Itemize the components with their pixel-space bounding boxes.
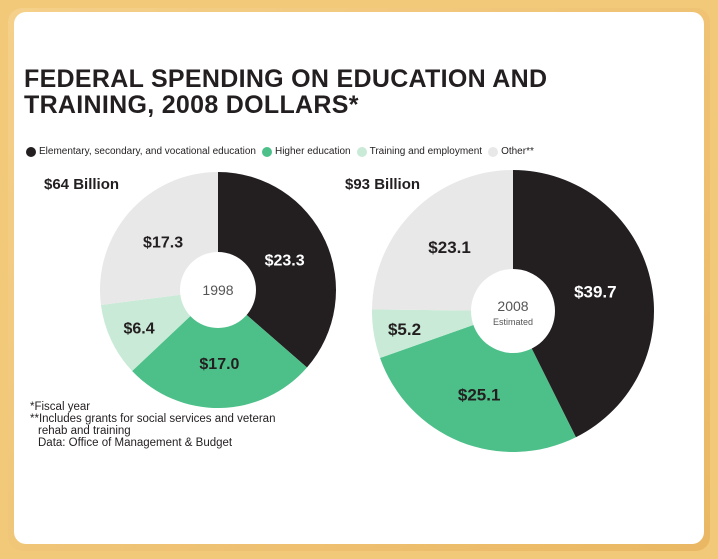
- pie-1998-label-other: $17.3: [143, 235, 183, 252]
- pie-1998-label-training-and: $6.4: [123, 320, 154, 337]
- legend-item-other: Other**: [488, 146, 534, 157]
- pie-1998-center-label: 1998: [202, 282, 233, 298]
- pie-2008-center-label: 2008: [497, 298, 528, 314]
- footnote-fiscal-year: *Fiscal year: [30, 401, 91, 413]
- chart-title: FEDERAL SPENDING ON EDUCATION AND TRAINI…: [24, 65, 548, 119]
- pie-1998-label-elementary-secondary: $23.3: [265, 253, 305, 270]
- pie-2008-label-other: $23.1: [428, 238, 471, 257]
- legend-swatch-elementary: [26, 146, 36, 157]
- legend-swatch-training: [356, 146, 367, 157]
- legend-label-training: Training and employment: [369, 146, 483, 157]
- pie-1998-slice-elementary-secondary: [218, 172, 336, 368]
- pie-2008-slice-other: [372, 170, 513, 311]
- legend-label-elementary: Elementary, secondary, and vocational ed…: [39, 146, 256, 157]
- pie-2008-total: $93 Billion: [345, 176, 421, 193]
- legend-swatch-other: [488, 146, 499, 157]
- footnote-other: **Includes grants for social services an…: [30, 413, 276, 425]
- legend-item-elementary: Elementary, secondary, and vocational ed…: [26, 146, 256, 157]
- pie-1998-slice-higher-education: [132, 290, 307, 408]
- chart-legend: Elementary, secondary, and vocational ed…: [26, 146, 540, 157]
- pie-2008-center-sublabel: Estimated: [493, 317, 533, 327]
- pie-1998-label-higher-education: $17.0: [199, 356, 239, 373]
- pie-1998-total: $64 Billion: [44, 176, 120, 193]
- pie-2008-slice-elementary-secondary: [513, 170, 654, 438]
- footnotes: *Fiscal year **Includes grants for socia…: [30, 401, 275, 449]
- footnote-other-cont: rehab and training: [38, 425, 131, 437]
- footnote-source: Data: Office of Management & Budget: [38, 437, 233, 449]
- pie-2008-label-elementary-secondary: $39.7: [574, 283, 617, 302]
- legend-swatch-higher-education: [261, 146, 272, 157]
- pie-2008-label-training-and: $5.2: [388, 320, 421, 339]
- legend-item-training: Training and employment: [356, 146, 483, 157]
- legend-item-higher-education: Higher education: [261, 146, 351, 157]
- legend-label-higher-education: Higher education: [274, 146, 351, 157]
- legend-label-other: Other**: [501, 146, 534, 157]
- pie-1998-center-hole: [180, 252, 256, 328]
- pie-2008-label-higher-education: $25.1: [458, 386, 501, 405]
- pie-2008-center-hole: [471, 269, 555, 353]
